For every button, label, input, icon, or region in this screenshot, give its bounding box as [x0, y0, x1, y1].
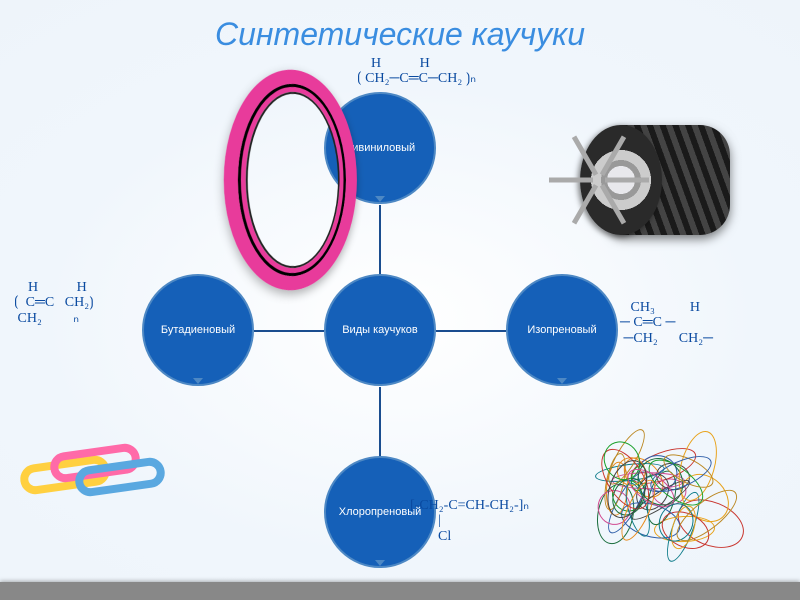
chloroprene-formula: [-CH₂-C=CH-CH₂-]ₙ | Cl — [410, 498, 529, 544]
rubber-bands-pile-image — [580, 440, 720, 550]
diagram-spoke — [379, 387, 381, 457]
node-handle-icon — [375, 560, 385, 566]
isoprene-formula: CH₃ H ─ C═C ─ ─CH₂ CH₂─ — [620, 300, 713, 346]
diagram-spoke — [254, 330, 324, 332]
rubber-type-node: Изопреновый — [506, 274, 618, 386]
center-node: Виды каучуков — [324, 274, 436, 386]
pink-bicycle-tire-image — [220, 70, 370, 290]
rubber-type-label: Бутадиеновый — [161, 324, 235, 336]
butadiene-formula: H H ⟮ C═C CH₂⟯ CH₂ ₙ — [14, 280, 94, 326]
node-handle-icon — [193, 378, 203, 384]
node-handle-icon — [557, 378, 567, 384]
car-tire-image — [590, 120, 740, 240]
rubber-type-label: Хлоропреновый — [339, 506, 422, 518]
rubber-type-label: Изопреновый — [527, 324, 596, 336]
diagram-spoke — [436, 330, 506, 332]
rubber-type-node: Бутадиеновый — [142, 274, 254, 386]
diagram-spoke — [379, 205, 381, 275]
node-handle-icon — [375, 196, 385, 202]
center-node-label: Виды каучуков — [342, 324, 418, 336]
rubber-wristbands-image — [20, 440, 160, 500]
